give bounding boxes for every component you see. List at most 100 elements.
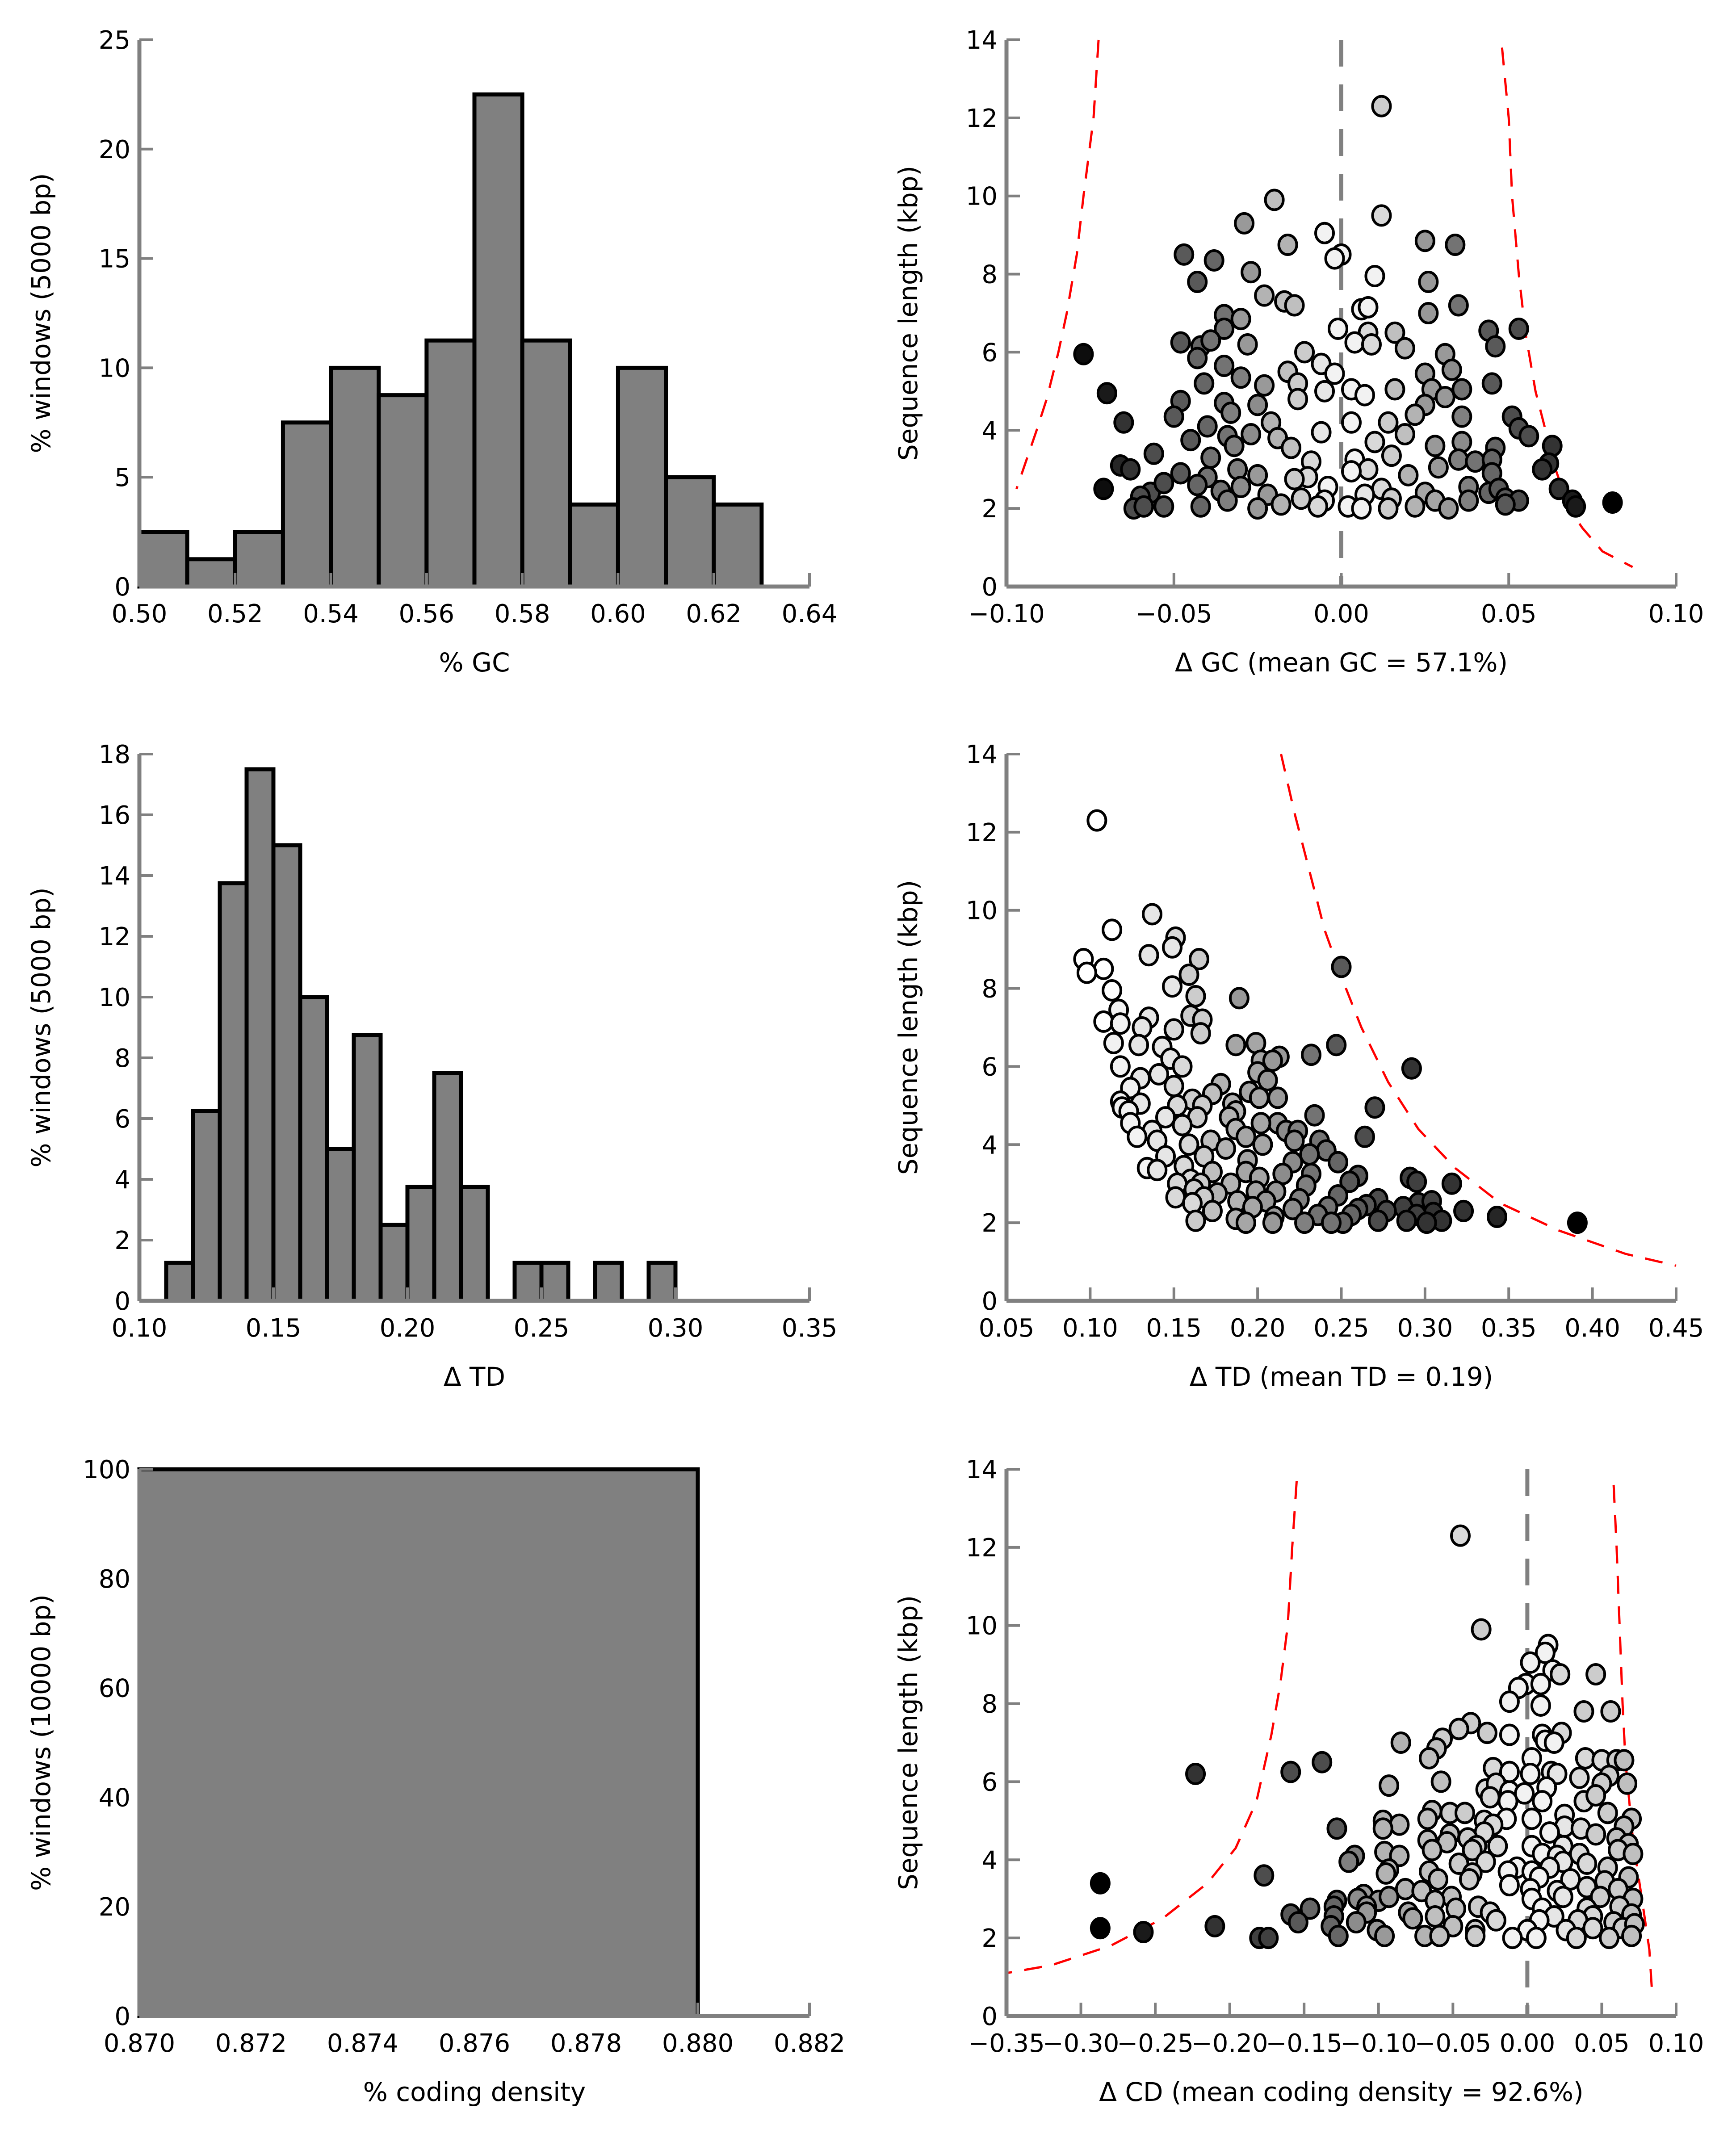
- scatter-gc-point: [1294, 341, 1315, 364]
- hist-cd-y-tick-label: 0: [114, 2002, 130, 2031]
- hist-td-y-tick-label: 0: [114, 1287, 130, 1316]
- scatter-td-y-axis-label: Sequence length (kbp): [893, 880, 923, 1175]
- hist-td-y-tick-label: 16: [99, 801, 130, 830]
- scatter-cd-point: [1430, 1770, 1451, 1793]
- scatter-gc-point: [1180, 429, 1201, 452]
- scatter-cd-x-tick-label: −0.15: [1266, 2029, 1342, 2058]
- scatter-td-point: [1188, 948, 1209, 970]
- scatter-gc-point: [1254, 284, 1275, 307]
- scatter-cd-point: [1597, 1802, 1618, 1824]
- scatter-td-panel: 0 2 4 6 8 10 12 14 0.05 0.10 0.15 0.20 0.25 0.30 0.35 0…: [893, 740, 1704, 1392]
- scatter-cd-point: [1585, 1663, 1606, 1685]
- scatter-gc-point: [1532, 458, 1553, 481]
- hist-gc-x-tick-label: 0.64: [782, 599, 838, 629]
- scatter-cd-bound-left-curve: [1006, 1481, 1298, 1975]
- scatter-cd-point: [1487, 1835, 1508, 1857]
- hist-gc-y-axis-label: % windows (5000 bp): [26, 173, 56, 453]
- scatter-gc-point: [1271, 493, 1292, 516]
- scatter-gc-point: [1314, 380, 1335, 402]
- scatter-gc-point: [1451, 405, 1472, 428]
- scatter-gc-point: [1311, 421, 1332, 444]
- scatter-cd-point: [1254, 1864, 1275, 1887]
- scatter-cd-point: [1475, 1850, 1496, 1873]
- scatter-td-point: [1406, 1170, 1427, 1193]
- scatter-cd-point: [1480, 1786, 1501, 1809]
- scatter-td-y-tick-label: 10: [966, 897, 998, 926]
- scatter-td-point: [1235, 1125, 1256, 1148]
- scatter-cd-point: [1471, 1618, 1492, 1641]
- scatter-td-point: [1229, 987, 1250, 1010]
- scatter-cd-point: [1419, 1747, 1440, 1769]
- scatter-gc-point: [1234, 212, 1255, 235]
- scatter-td-point: [1416, 1212, 1437, 1234]
- scatter-gc-x-tick-label: 0.00: [1313, 599, 1369, 629]
- scatter-gc-point: [1405, 403, 1426, 426]
- scatter-td-point: [1185, 985, 1206, 1008]
- scatter-cd-y-tick-label: 12: [966, 1534, 998, 1563]
- hist-td-bar: [325, 1147, 356, 1303]
- hist-td-bar: [244, 767, 276, 1303]
- hist-td-y-tick-label: 6: [114, 1105, 130, 1134]
- hist-td-bar: [164, 1261, 195, 1303]
- scatter-gc-point: [1448, 294, 1469, 317]
- scatter-gc-point: [1241, 423, 1262, 446]
- scatter-gc-panel: 0 2 4 6 8 10 12 14 −0.10 −0.05 0.00 0.05 0.10 Δ GC (m…: [893, 26, 1704, 678]
- scatter-gc-point: [1153, 472, 1174, 495]
- scatter-td-point: [1339, 1170, 1360, 1193]
- scatter-gc-point: [1425, 435, 1446, 457]
- scatter-td-point: [1149, 1063, 1170, 1086]
- scatter-cd-point: [1600, 1700, 1621, 1723]
- scatter-cd-point: [1582, 1917, 1603, 1940]
- hist-gc-y-tick-label: 15: [99, 245, 130, 274]
- hist-gc-bar: [329, 365, 381, 589]
- scatter-gc-x-tick-label: −0.10: [968, 599, 1045, 629]
- scatter-gc-point: [1381, 444, 1402, 467]
- scatter-gc-point: [1170, 462, 1191, 485]
- hist-cd-x-tick-label: 0.880: [662, 2029, 734, 2058]
- scatter-gc-point: [1394, 337, 1415, 360]
- scatter-cd-point: [1425, 1905, 1446, 1928]
- scatter-cd-point: [1514, 1782, 1535, 1805]
- scatter-cd-y-axis-label: Sequence length (kbp): [893, 1595, 923, 1890]
- scatter-gc-point: [1093, 478, 1114, 500]
- scatter-cd-point: [1614, 1749, 1635, 1772]
- scatter-gc-point: [1508, 317, 1529, 340]
- hist-td-x-axis-label: Δ TD: [444, 1362, 505, 1392]
- scatter-td-point: [1249, 1086, 1270, 1109]
- scatter-td-point: [1110, 1055, 1131, 1078]
- scatter-td-point: [1185, 1209, 1206, 1232]
- scatter-cd-point: [1459, 1868, 1480, 1891]
- scatter-gc-point: [1214, 355, 1235, 377]
- scatter-td-point: [1299, 1143, 1320, 1166]
- scatter-gc-point: [1441, 358, 1462, 381]
- scatter-cd-point: [1462, 1839, 1483, 1861]
- scatter-gc-point: [1364, 264, 1385, 287]
- scatter-gc-point: [1378, 411, 1399, 434]
- scatter-td-point: [1076, 961, 1097, 984]
- scatter-gc-point: [1548, 478, 1569, 500]
- scatter-gc-point: [1438, 497, 1459, 520]
- scatter-td-point: [1304, 1104, 1325, 1127]
- scatter-td-point: [1301, 1044, 1322, 1066]
- scatter-gc-point: [1241, 261, 1262, 284]
- scatter-gc-point: [1344, 331, 1365, 354]
- scatter-cd-point: [1428, 1868, 1449, 1891]
- scatter-gc-point: [1120, 458, 1141, 481]
- hist-gc-x-tick-label: 0.50: [112, 599, 168, 629]
- scatter-gc-point: [1405, 495, 1426, 518]
- scatter-td-point: [1110, 1012, 1131, 1035]
- scatter-cd-point: [1499, 1690, 1520, 1713]
- scatter-cd-point: [1560, 1868, 1581, 1891]
- scatter-cd-point: [1390, 1731, 1411, 1754]
- scatter-gc-y-tick-label: 6: [981, 338, 998, 367]
- scatter-gc-point: [1485, 335, 1506, 358]
- scatter-td-point: [1441, 1172, 1462, 1195]
- scatter-td-point: [1282, 1198, 1303, 1220]
- scatter-gc-point: [1220, 401, 1241, 424]
- scatter-cd-panel: 0 2 4 6 8 10 12 14 −0.35−0.30−0.25−0.20−0.15−0.1…: [893, 1455, 1704, 2107]
- scatter-cd-point: [1617, 1772, 1638, 1795]
- hist-td-bar: [432, 1071, 463, 1303]
- scatter-td-point: [1202, 1199, 1223, 1222]
- scatter-td-x-tick-label: 0.35: [1481, 1314, 1537, 1343]
- scatter-td-point: [1328, 1151, 1349, 1174]
